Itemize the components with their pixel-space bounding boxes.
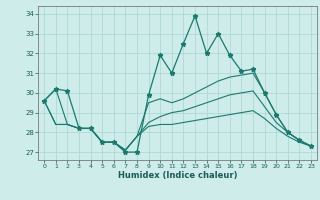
X-axis label: Humidex (Indice chaleur): Humidex (Indice chaleur)	[118, 171, 237, 180]
